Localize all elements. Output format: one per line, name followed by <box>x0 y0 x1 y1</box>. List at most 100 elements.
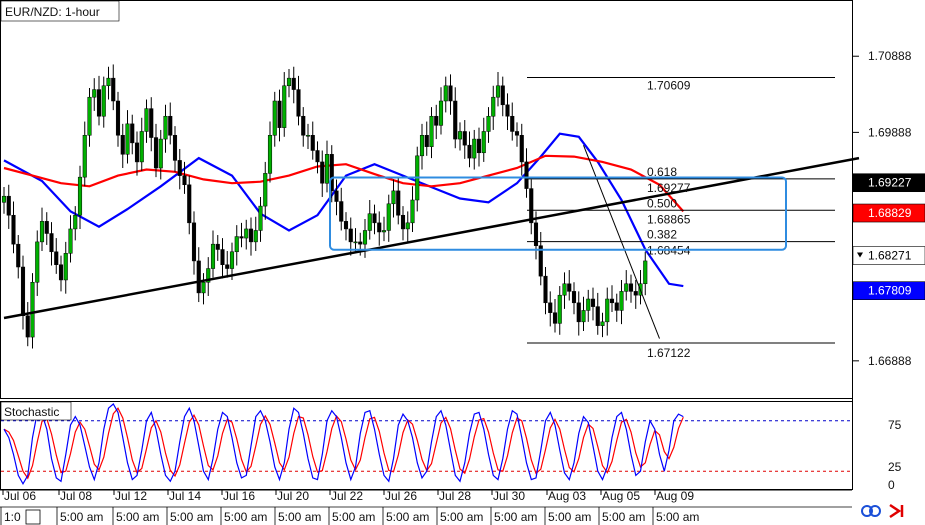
candles <box>1 64 648 349</box>
candle <box>158 129 163 180</box>
candle-body <box>434 115 439 126</box>
candle <box>239 222 244 248</box>
candle-body <box>377 222 382 233</box>
candle-body <box>429 115 434 147</box>
candle <box>35 230 40 296</box>
candle-body <box>296 89 301 117</box>
candle-body <box>353 241 358 244</box>
candle-body <box>215 243 220 250</box>
candle <box>343 212 349 241</box>
arrow-end-icon[interactable] <box>889 503 904 519</box>
candle <box>6 184 11 229</box>
candle-body <box>529 188 534 224</box>
candle <box>429 107 434 159</box>
candle-body <box>514 131 520 136</box>
date-tick-label: Aug 03 <box>548 489 586 503</box>
candle-body <box>92 89 97 98</box>
date-tick-label: Jul 14 <box>169 489 201 503</box>
candle-body <box>605 298 610 323</box>
candle <box>210 230 216 278</box>
candle-body <box>343 221 349 230</box>
price-axis <box>853 0 925 490</box>
candle-body <box>633 291 638 296</box>
candle <box>576 291 581 336</box>
candle <box>324 140 330 193</box>
candle <box>301 107 306 147</box>
price-tag: 1.68271 <box>852 246 925 265</box>
fib-ratio-label: 0.500 <box>647 196 677 210</box>
time-tick-label: 5:00 am <box>116 510 159 524</box>
candle-body <box>134 142 140 163</box>
candle-body <box>472 138 477 159</box>
candle <box>600 312 605 338</box>
candle <box>438 87 444 135</box>
candle <box>481 117 486 162</box>
candle-body <box>244 228 249 239</box>
candle <box>120 123 125 169</box>
candle <box>457 122 463 151</box>
date-tick-label: Jul 26 <box>385 489 417 503</box>
candle-body <box>196 260 201 294</box>
candle <box>258 196 263 242</box>
candle-body <box>144 108 149 132</box>
candle-body <box>187 184 192 224</box>
moving-average-line <box>3 132 684 288</box>
stochastic-tick-label: 75 <box>888 418 902 432</box>
scroll-box <box>25 509 41 525</box>
candle-body <box>643 260 648 285</box>
candle <box>462 120 467 159</box>
candle-body <box>358 241 363 245</box>
link-icon[interactable] <box>861 505 881 517</box>
candle <box>244 219 249 250</box>
candle <box>291 66 296 104</box>
time-tick-label: 5:00 am <box>548 510 591 524</box>
stochastic-panel <box>0 401 853 490</box>
candle-body <box>362 230 368 245</box>
candle <box>286 69 292 98</box>
candle-body <box>348 228 353 243</box>
price-tag-label: 1.69227 <box>868 176 912 190</box>
candle <box>581 296 586 331</box>
trendline <box>3 156 860 320</box>
candle <box>153 123 159 178</box>
candle <box>372 204 377 235</box>
price-tag-label: 1.68829 <box>868 206 912 220</box>
date-tick-label: Jul 20 <box>277 489 309 503</box>
time-tick-label: 5:00 am <box>656 510 699 524</box>
candle <box>11 201 16 254</box>
candle-body <box>58 264 64 281</box>
candle-body <box>253 230 258 243</box>
candle <box>405 211 410 243</box>
candle <box>643 251 648 296</box>
candle-body <box>586 298 591 311</box>
fib-ratio-label: 0.618 <box>647 165 677 179</box>
candle-body <box>386 203 391 231</box>
candle <box>172 126 178 172</box>
candle <box>130 114 135 155</box>
date-tick-label: Jul 12 <box>115 489 147 503</box>
candle <box>386 194 391 242</box>
candle-body <box>500 85 505 106</box>
candle-body <box>158 138 163 169</box>
candle <box>234 225 239 266</box>
candle <box>400 206 406 241</box>
candle-body <box>272 100 277 136</box>
candle <box>44 212 49 245</box>
candle <box>367 200 372 240</box>
candle <box>68 215 73 263</box>
candle <box>586 289 591 322</box>
candle-body <box>239 236 244 239</box>
candle-body <box>524 161 529 189</box>
stochastic-k-line <box>3 403 684 486</box>
fib-price-label: 1.69277 <box>647 181 691 195</box>
candle-body <box>106 77 111 87</box>
candle-body <box>405 222 410 230</box>
candle-body <box>153 137 159 169</box>
candle-body <box>505 104 510 117</box>
candle <box>201 273 206 305</box>
candle-body <box>329 154 334 192</box>
candle-body <box>491 96 496 117</box>
candle-body <box>462 131 467 146</box>
candle <box>396 177 401 225</box>
